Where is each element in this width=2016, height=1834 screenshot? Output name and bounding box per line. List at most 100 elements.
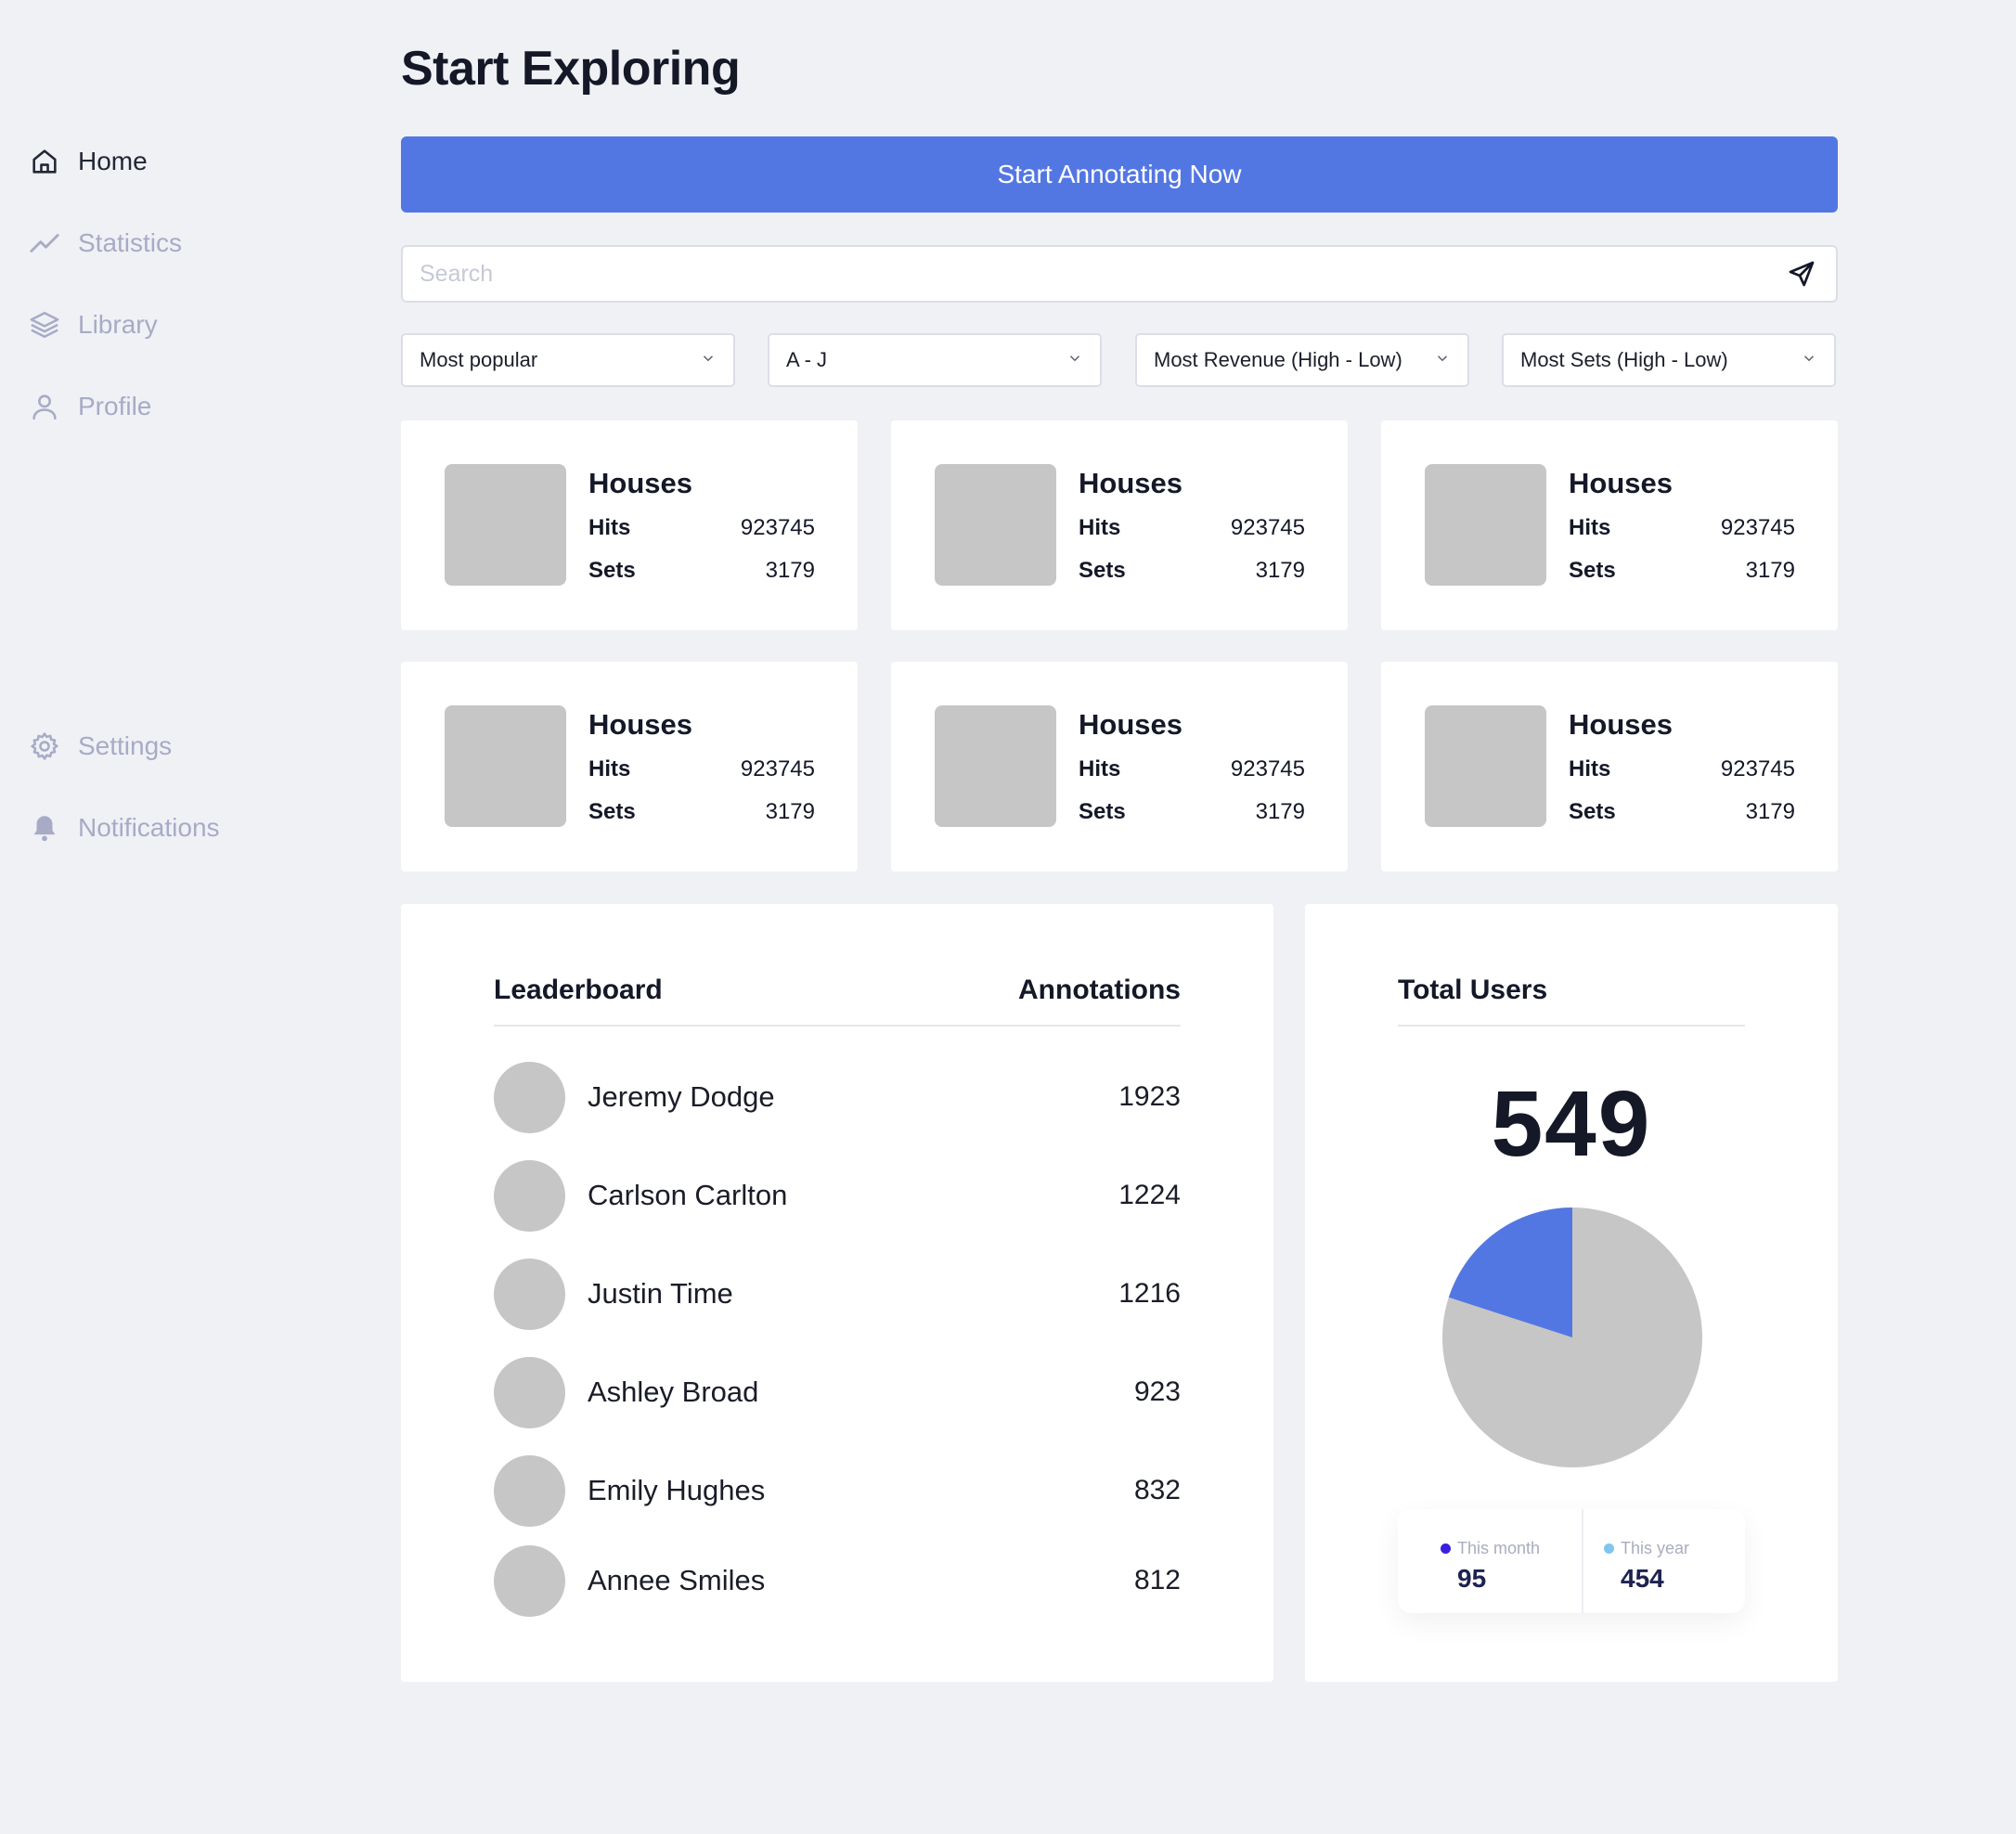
leaderboard-panel: Leaderboard Annotations Jeremy Dodge 192… xyxy=(401,904,1273,1682)
hits-value: 923745 xyxy=(740,756,815,781)
legend-value: 95 xyxy=(1457,1564,1487,1593)
user-name: Justin Time xyxy=(588,1277,733,1310)
card-thumbnail xyxy=(935,705,1056,827)
sets-value: 3179 xyxy=(1255,799,1305,824)
avatar xyxy=(494,1356,565,1428)
card-title: Houses xyxy=(1079,708,1182,741)
leaderboard-row[interactable]: Ashley Broad 923 xyxy=(494,1356,1181,1428)
dataset-card[interactable]: Houses Hits 923745 Sets 3179 xyxy=(1381,662,1838,872)
sidebar-item-home[interactable]: Home xyxy=(28,134,148,189)
total-users-panel: Total Users 549 This month 95 This year … xyxy=(1305,904,1838,1682)
chevron-down-icon xyxy=(1801,348,1817,372)
layers-icon xyxy=(28,308,61,342)
leaderboard-row[interactable]: Carlson Carlton 1224 xyxy=(494,1159,1181,1232)
leaderboard-header: Leaderboard Annotations xyxy=(494,975,1181,1027)
leaderboard-row[interactable]: Jeremy Dodge 1923 xyxy=(494,1061,1181,1133)
card-thumbnail xyxy=(1425,464,1546,586)
legend-label: This month xyxy=(1457,1539,1541,1557)
users-pie-chart xyxy=(1442,1208,1702,1467)
search-bar xyxy=(401,245,1838,303)
sets-label: Sets xyxy=(1079,558,1126,583)
sets-label: Sets xyxy=(1569,799,1616,824)
card-thumbnail xyxy=(1425,705,1546,827)
hits-label: Hits xyxy=(588,756,631,781)
hits-label: Hits xyxy=(1569,756,1611,781)
card-title: Houses xyxy=(1569,467,1673,499)
sets-value: 3179 xyxy=(1255,558,1305,583)
sets-label: Sets xyxy=(1079,799,1126,824)
leaderboard-row[interactable]: Emily Hughes 832 xyxy=(494,1454,1181,1527)
sidebar-item-statistics[interactable]: Statistics xyxy=(28,215,182,271)
sort-revenue-select[interactable]: Most Revenue (High - Low) xyxy=(1135,333,1469,387)
legend-this-month: This month 95 xyxy=(1398,1509,1582,1613)
annotation-count: 832 xyxy=(1133,1475,1181,1505)
sidebar-item-notifications[interactable]: Notifications xyxy=(28,800,220,856)
card-thumbnail xyxy=(445,464,566,586)
dataset-card[interactable]: Houses Hits 923745 Sets 3179 xyxy=(1381,420,1838,630)
sets-label: Sets xyxy=(588,558,636,583)
hits-value: 923745 xyxy=(1230,515,1305,540)
sidebar-item-label: Statistics xyxy=(78,228,183,257)
users-legend: This month 95 This year 454 xyxy=(1398,1509,1745,1613)
avatar xyxy=(494,1061,565,1133)
hits-label: Hits xyxy=(588,515,631,540)
total-users-title: Total Users xyxy=(1398,975,1745,1027)
gear-icon xyxy=(28,730,61,763)
avatar xyxy=(494,1159,565,1232)
trend-icon xyxy=(28,226,61,260)
user-name: Emily Hughes xyxy=(588,1474,766,1506)
sets-value: 3179 xyxy=(765,558,815,583)
sort-popularity-select[interactable]: Most popular xyxy=(401,333,735,387)
search-input[interactable] xyxy=(420,260,1784,288)
user-name: Carlson Carlton xyxy=(588,1179,788,1211)
avatar xyxy=(494,1258,565,1330)
legend-dot xyxy=(1604,1543,1614,1554)
dataset-card[interactable]: Houses Hits 923745 Sets 3179 xyxy=(891,420,1348,630)
leaderboard-title: Leaderboard xyxy=(494,975,663,1005)
sidebar-item-label: Home xyxy=(78,147,148,175)
chevron-down-icon xyxy=(700,348,717,372)
leaderboard-row[interactable]: Annee Smiles 812 xyxy=(494,1544,1181,1617)
annotation-count: 1923 xyxy=(1118,1081,1181,1112)
hits-value: 923745 xyxy=(740,515,815,540)
sidebar-item-library[interactable]: Library xyxy=(28,297,158,353)
total-users-count: 549 xyxy=(1491,1072,1652,1176)
select-value: Most popular xyxy=(420,348,538,371)
user-name: Jeremy Dodge xyxy=(588,1080,775,1113)
pie-slice-highlight xyxy=(1448,1208,1572,1337)
hits-label: Hits xyxy=(1079,756,1121,781)
user-icon xyxy=(28,390,61,423)
sidebar-item-label: Library xyxy=(78,310,158,339)
dataset-card[interactable]: Houses Hits 923745 Sets 3179 xyxy=(891,662,1348,872)
send-icon[interactable] xyxy=(1784,256,1819,291)
user-name: Annee Smiles xyxy=(588,1564,766,1596)
card-title: Houses xyxy=(1569,708,1673,741)
sets-label: Sets xyxy=(588,799,636,824)
legend-dot xyxy=(1441,1543,1451,1554)
select-value: Most Revenue (High - Low) xyxy=(1154,348,1402,371)
user-name: Ashley Broad xyxy=(588,1376,759,1408)
sidebar-item-settings[interactable]: Settings xyxy=(28,718,172,774)
card-thumbnail xyxy=(935,464,1056,586)
select-value: A - J xyxy=(786,348,828,371)
annotations-header: Annotations xyxy=(1018,975,1181,1005)
card-thumbnail xyxy=(445,705,566,827)
sidebar-item-label: Profile xyxy=(78,392,152,420)
hits-label: Hits xyxy=(1079,515,1121,540)
annotation-count: 923 xyxy=(1133,1376,1181,1407)
sort-sets-select[interactable]: Most Sets (High - Low) xyxy=(1502,333,1836,387)
sets-value: 3179 xyxy=(1745,799,1795,824)
hits-value: 923745 xyxy=(1230,756,1305,781)
dataset-card[interactable]: Houses Hits 923745 Sets 3179 xyxy=(401,662,858,872)
sort-alpha-select[interactable]: A - J xyxy=(768,333,1102,387)
sidebar-item-profile[interactable]: Profile xyxy=(28,379,151,434)
annotation-count: 1224 xyxy=(1118,1180,1181,1210)
dataset-card[interactable]: Houses Hits 923745 Sets 3179 xyxy=(401,420,858,630)
sidebar-item-label: Notifications xyxy=(78,813,220,842)
card-title: Houses xyxy=(588,708,692,741)
annotation-count: 812 xyxy=(1133,1565,1181,1595)
bell-icon xyxy=(28,811,61,845)
start-annotating-button[interactable]: Start Annotating Now xyxy=(401,136,1838,213)
legend-this-year: This year 454 xyxy=(1582,1509,1745,1613)
leaderboard-row[interactable]: Justin Time 1216 xyxy=(494,1258,1181,1330)
